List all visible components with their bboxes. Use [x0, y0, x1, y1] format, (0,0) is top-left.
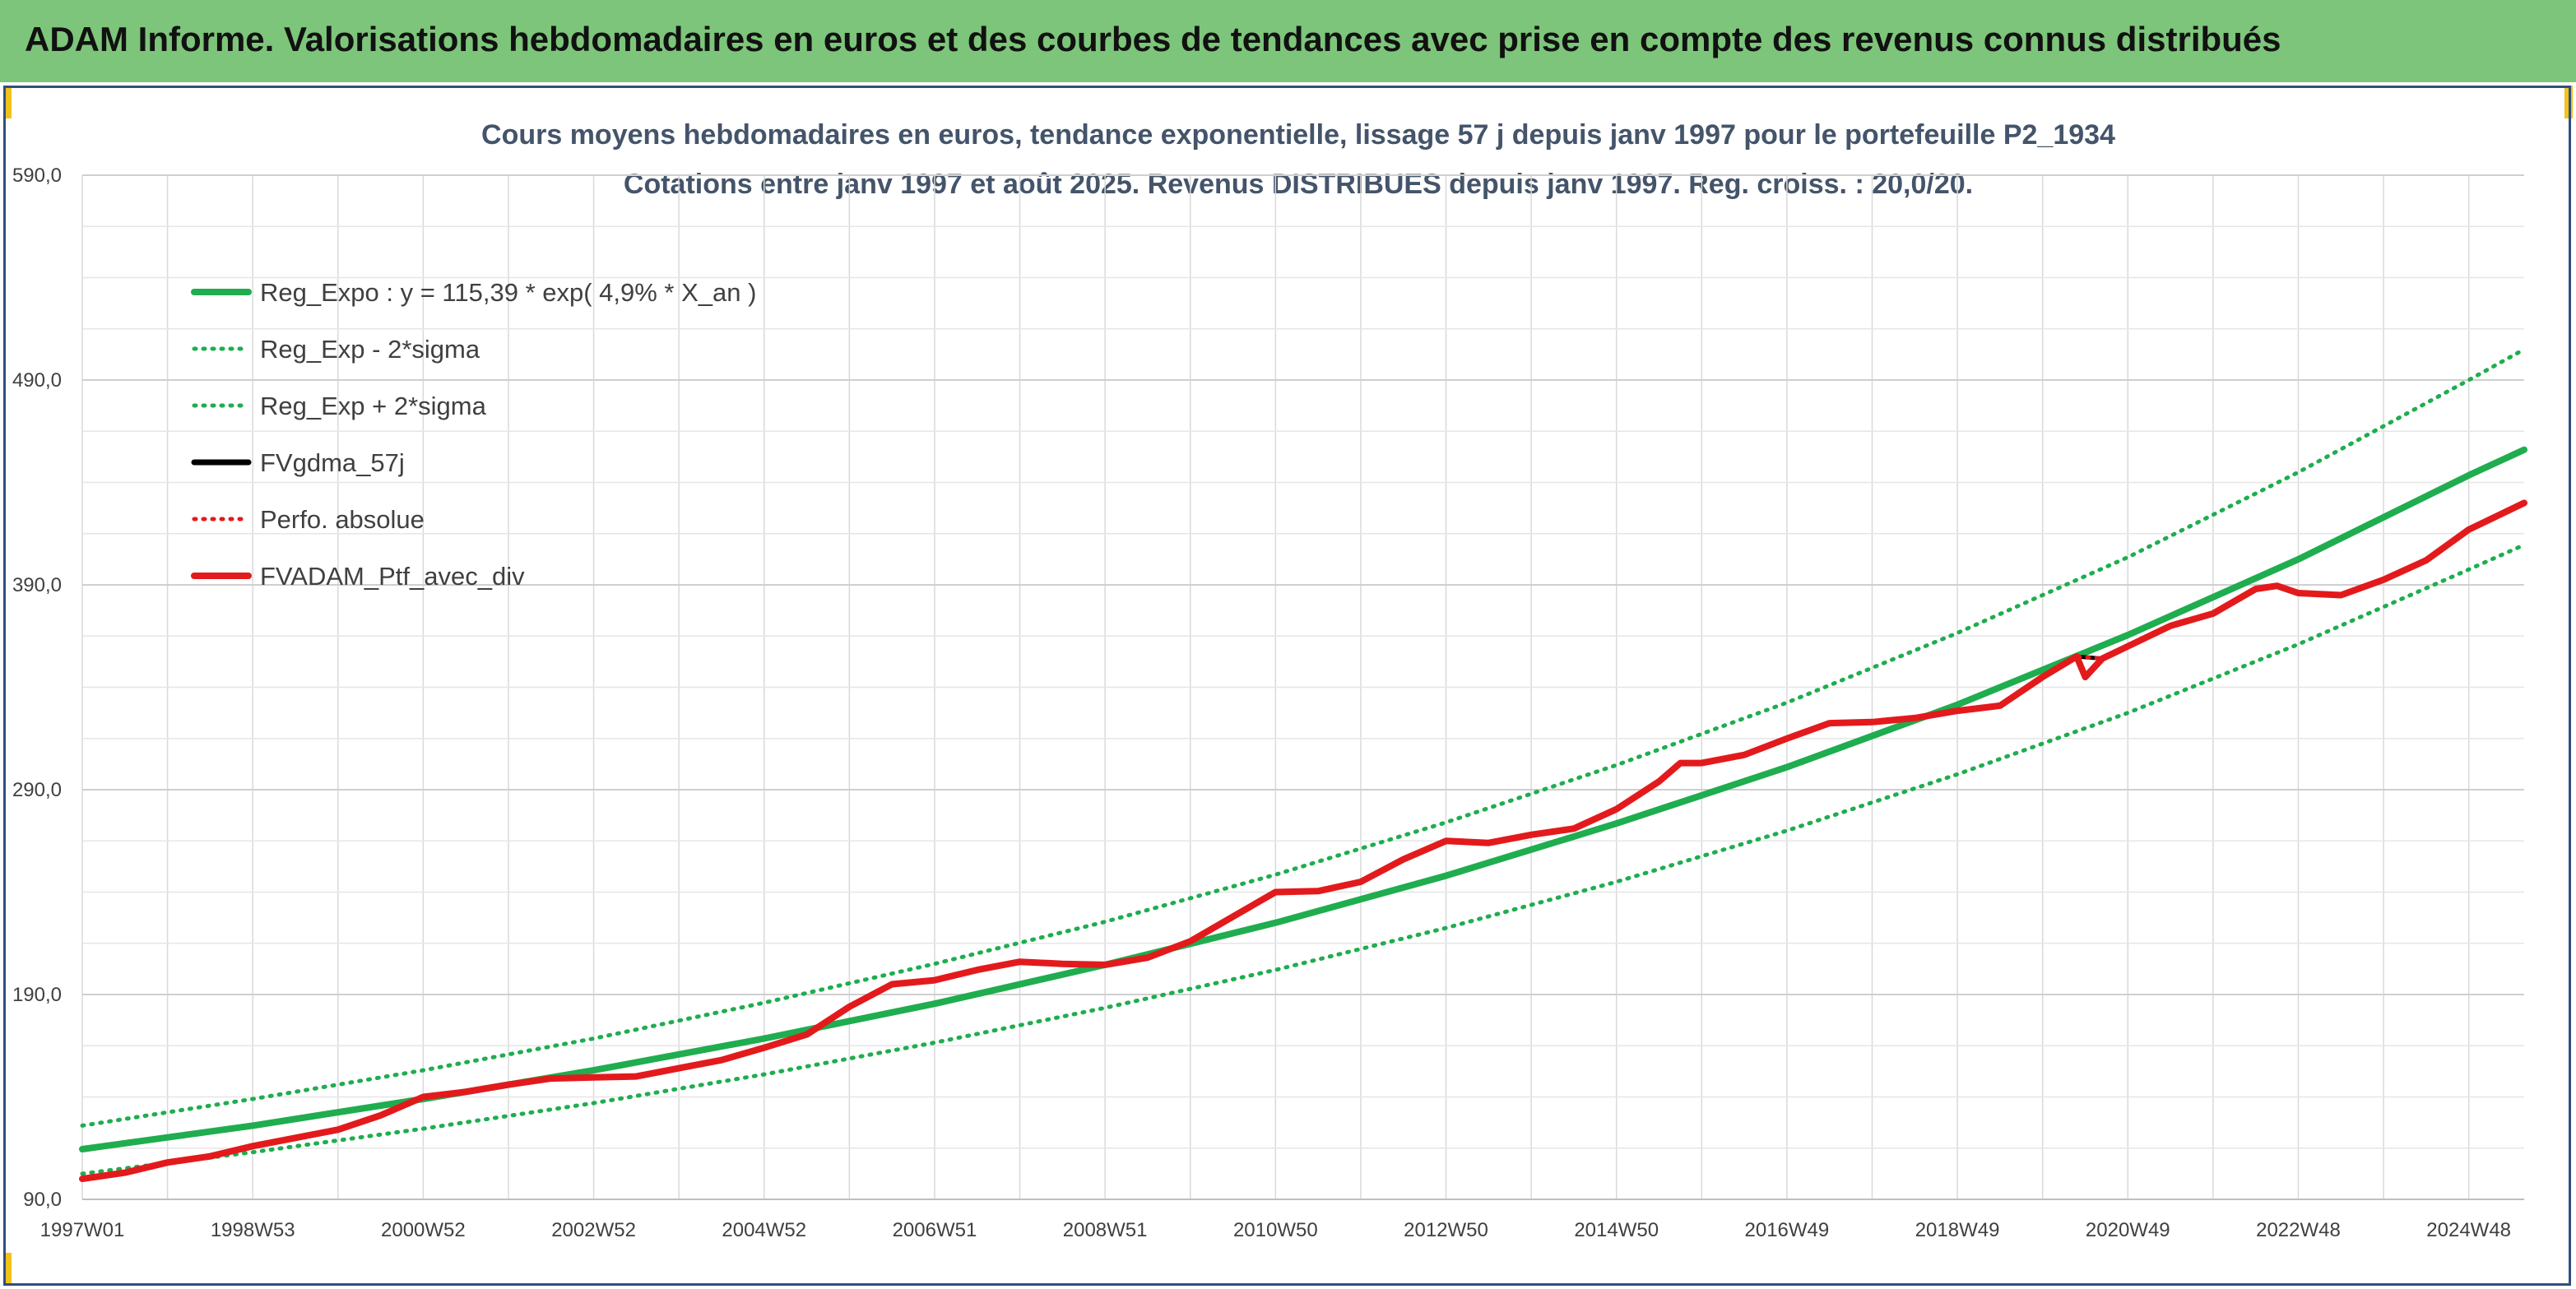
x-tick-label: 2000W52 — [381, 1219, 466, 1241]
x-axis-ticks: 1997W01 1998W53 2000W52 2002W52 2004W52 2006W… — [40, 1219, 2511, 1241]
series-line-fvadam-ptf-avec-div — [79, 499, 2527, 1183]
x-tick-label: 1998W53 — [211, 1219, 295, 1241]
legend-label: FVADAM_Ptf_avec_div — [260, 562, 525, 591]
x-tick-label: 2018W49 — [1915, 1219, 2000, 1241]
legend: Reg_Expo : y = 115,39 * exp( 4,9% * X_an… — [191, 278, 756, 591]
legend-label: Reg_Exp - 2*sigma — [260, 335, 480, 364]
x-tick-label: 2022W48 — [2256, 1219, 2341, 1241]
series-line-reg-expo-y-115-39-exp-4-9-x-an — [79, 446, 2527, 1152]
y-tick-label: 90,0 — [23, 1189, 62, 1211]
y-tick-label: 290,0 — [12, 779, 62, 801]
grid-lines — [81, 174, 2524, 1200]
y-tick-label: 490,0 — [12, 369, 62, 392]
x-tick-label: 1997W01 — [40, 1219, 125, 1241]
legend-label: Reg_Expo : y = 115,39 * exp( 4,9% * X_an… — [260, 278, 756, 307]
x-tick-label: 2010W50 — [1233, 1219, 1318, 1241]
x-tick-label: 2006W51 — [893, 1219, 977, 1241]
legend-label: FVgdma_57j — [260, 448, 405, 477]
chart-title-line1: Cours moyens hebdomadaires en euros, ten… — [481, 119, 2115, 151]
y-tick-label: 590,0 — [12, 165, 62, 187]
x-tick-label: 2002W52 — [551, 1219, 636, 1241]
x-tick-label: 2024W48 — [2426, 1219, 2511, 1241]
legend-label: Reg_Exp + 2*sigma — [260, 392, 487, 420]
y-tick-label: 390,0 — [12, 574, 62, 596]
series-line-reg-exp-2-sigma — [80, 347, 2527, 1128]
x-tick-label: 2008W51 — [1063, 1219, 1148, 1241]
x-tick-label: 2012W50 — [1404, 1219, 1488, 1241]
x-tick-label: 2014W50 — [1574, 1219, 1659, 1241]
chart-title-line2: Cotations entre janv 1997 et août 2025. … — [624, 169, 1973, 200]
x-tick-label: 2020W49 — [2086, 1219, 2170, 1241]
x-tick-label: 2016W49 — [1745, 1219, 1830, 1241]
corner-accent-top-left — [3, 86, 12, 118]
legend-label: Perfo. absolue — [260, 505, 425, 534]
corner-accent-bottom-left — [3, 1253, 12, 1286]
y-tick-label: 190,0 — [12, 984, 62, 1006]
series-lines — [79, 347, 2527, 1183]
header-title: ADAM Informe. Valorisations hebdomadaire… — [25, 20, 2281, 58]
page-header: ADAM Informe. Valorisations hebdomadaire… — [0, 0, 2576, 82]
series-line-reg-exp-2-sigma — [80, 542, 2527, 1176]
y-axis-ticks: 90,0 190,0 290,0 390,0 490,0 590,0 — [12, 165, 62, 1211]
x-tick-label: 2004W52 — [722, 1219, 806, 1241]
